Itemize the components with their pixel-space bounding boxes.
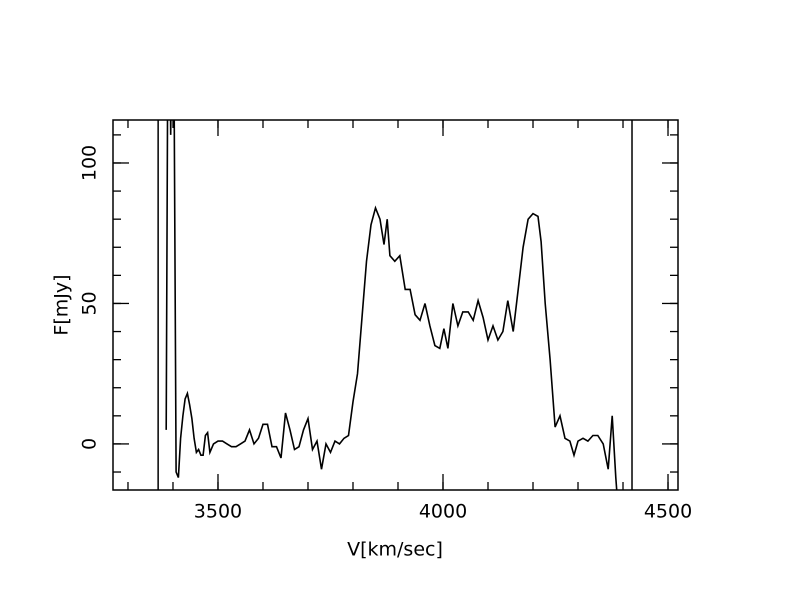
x-tick-label: 4000 — [419, 501, 467, 523]
y-tick-label: 0 — [79, 438, 101, 450]
spectrum-line — [165, 120, 618, 490]
y-axis-label: F[mJy] — [51, 274, 73, 335]
plot-frame — [112, 119, 679, 491]
plot-area — [157, 120, 633, 490]
x-axis-label: V[km/sec] — [347, 539, 443, 561]
x-tick-label: 3500 — [194, 501, 242, 523]
x-tick-label: 4500 — [644, 501, 692, 523]
y-tick-label: 50 — [79, 291, 101, 315]
y-tick-label: 100 — [79, 145, 101, 181]
